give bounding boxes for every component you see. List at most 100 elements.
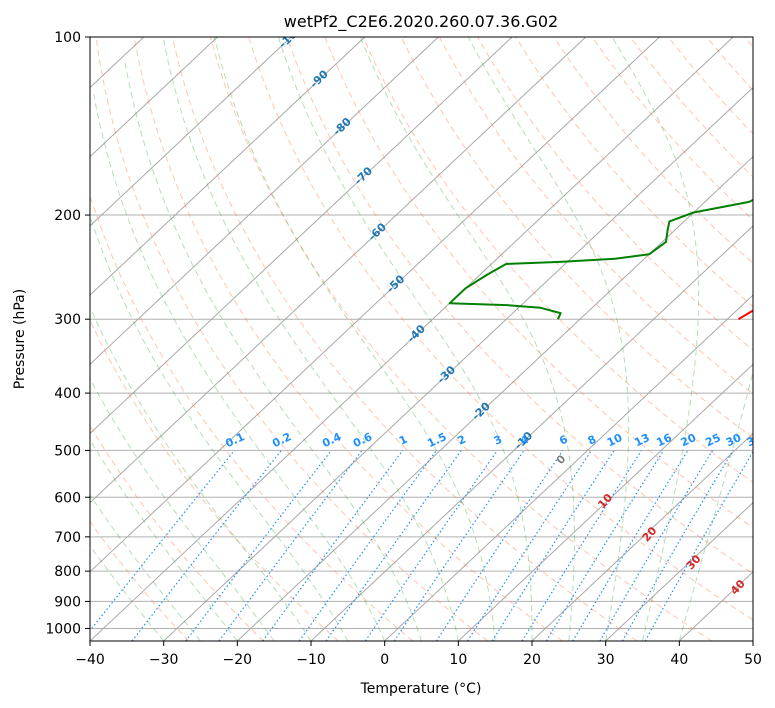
x-tick-label: −20: [223, 652, 253, 668]
mixing-ratio-line: [185, 450, 332, 641]
y-tick-label: 300: [54, 312, 81, 328]
mixing-ratio-label: 13: [632, 431, 651, 449]
skewed-isotherm: [90, 37, 218, 158]
skewed-isotherm: [90, 37, 366, 296]
mixing-ratio-label: 10: [605, 431, 625, 449]
dry-adiabat: [90, 520, 190, 641]
dry-adiabat: [744, 37, 753, 48]
mixing-ratio-line: [325, 450, 462, 641]
moist-adiabat: [90, 214, 349, 641]
mixing-ratio-line: [262, 450, 404, 641]
skewed-isotherm: [90, 37, 439, 365]
mixing-ratio-label: 2: [456, 433, 468, 448]
mixing-ratio-line: [644, 450, 753, 641]
dry-adiabat: [90, 424, 264, 641]
skewed-isotherm: [605, 501, 753, 641]
mixing-ratio-label: 30: [724, 431, 744, 449]
skewed-isotherm: [163, 86, 753, 641]
mixing-ratio-label: 36: [745, 431, 765, 449]
mixing-ratio-line: [393, 450, 525, 641]
mixing-ratio-label: 25: [703, 431, 722, 449]
y-tick-label: 700: [54, 530, 81, 546]
moist-adiabat: [359, 37, 575, 641]
mixing-ratio-label: 0.6: [351, 430, 374, 450]
mixing-ratio-label: 8: [586, 433, 598, 448]
mixing-ratio-label: 0.4: [320, 430, 343, 450]
mixing-ratio-line: [521, 450, 643, 641]
dry-adiabat: [324, 37, 753, 529]
moist-adiabat: [124, 61, 422, 641]
dry-adiabat-label: 0: [554, 452, 569, 467]
dry-adiabat: [706, 37, 753, 91]
skewed-isotherm: [310, 225, 753, 641]
y-axis-label: Pressure (hPa): [12, 289, 28, 389]
moist-adiabat: [162, 37, 459, 641]
skewed-isotherm: [90, 37, 734, 641]
skewed-isotherm: [236, 156, 753, 641]
dry-adiabat: [95, 37, 488, 641]
x-tick-label: 10: [449, 652, 467, 668]
y-tick-label: 1000: [45, 621, 81, 637]
mixing-ratio-label: 16: [654, 431, 674, 449]
mixing-ratio-label: 0.2: [270, 430, 293, 450]
y-tick-label: 500: [54, 443, 81, 459]
dry-adiabat-label: 40: [728, 577, 748, 597]
mixing-ratio-line: [364, 450, 498, 641]
moist-adiabat: [213, 37, 496, 641]
mixing-ratio-line: [298, 450, 437, 641]
moist-adiabat: [678, 369, 753, 641]
mixing-ratio-line: [218, 450, 363, 641]
dry-adiabat: [248, 37, 753, 621]
moist-adiabat: [277, 37, 533, 641]
dry-adiabat: [286, 37, 753, 575]
x-tick-label: 40: [670, 652, 688, 668]
dewpoint-profile-line: [448, 198, 753, 320]
skewed-isotherm: [457, 363, 753, 641]
y-tick-label: 400: [54, 386, 81, 402]
moist-adiabat: [467, 37, 630, 641]
x-tick-label: −10: [296, 652, 326, 668]
skewed-isotherm: [90, 37, 587, 504]
dry-adiabat: [515, 37, 753, 308]
skewed-isotherm: [90, 37, 513, 435]
skewed-isotherm: [90, 37, 292, 227]
skewed-isotherm: [752, 640, 753, 641]
moist-adiabat: [90, 544, 165, 641]
y-tick-label: 800: [54, 564, 81, 580]
dry-adiabat: [90, 319, 339, 641]
y-tick-label: 200: [54, 208, 81, 224]
mixing-ratio-line: [466, 450, 592, 641]
mixing-ratio-line: [599, 450, 714, 641]
moist-adiabat: [90, 493, 201, 641]
dry-adiabat: [171, 37, 638, 641]
dry-adiabat-label: 20: [640, 524, 660, 544]
mixing-ratio-label: 1.5: [425, 430, 448, 450]
dry-adiabat: [362, 37, 753, 484]
dry-adiabat: [667, 37, 753, 135]
y-tick-label: 100: [54, 30, 81, 46]
mixing-ratio-line: [491, 450, 615, 641]
mixing-ratio-label: 0.1: [223, 430, 246, 450]
x-tick-label: 30: [597, 652, 615, 668]
mixing-ratio-label: 20: [679, 431, 699, 449]
mixing-ratio-line: [545, 450, 665, 641]
moist-adiabat: [93, 94, 386, 641]
plot-frame: [89, 36, 754, 642]
y-tick-label: 900: [54, 594, 81, 610]
dry-adiabat-label: 10: [595, 491, 615, 511]
x-axis-label: Temperature (°C): [360, 681, 482, 697]
x-tick-label: 20: [523, 652, 541, 668]
temperature-profile-line: [737, 309, 753, 321]
dry-adiabat: [209, 37, 712, 641]
skewed-isotherm: [678, 571, 753, 641]
x-tick-label: −40: [75, 652, 105, 668]
dry-adiabat: [400, 37, 753, 439]
x-tick-label: −30: [149, 652, 179, 668]
chart-title: wetPf2_C2E6.2020.260.07.36.G02: [284, 12, 558, 32]
mixing-ratio-label: 3: [492, 433, 504, 448]
dry-adiabat: [553, 37, 753, 264]
dry-adiabat: [90, 193, 414, 641]
mixing-ratio-label: 6: [557, 433, 570, 448]
